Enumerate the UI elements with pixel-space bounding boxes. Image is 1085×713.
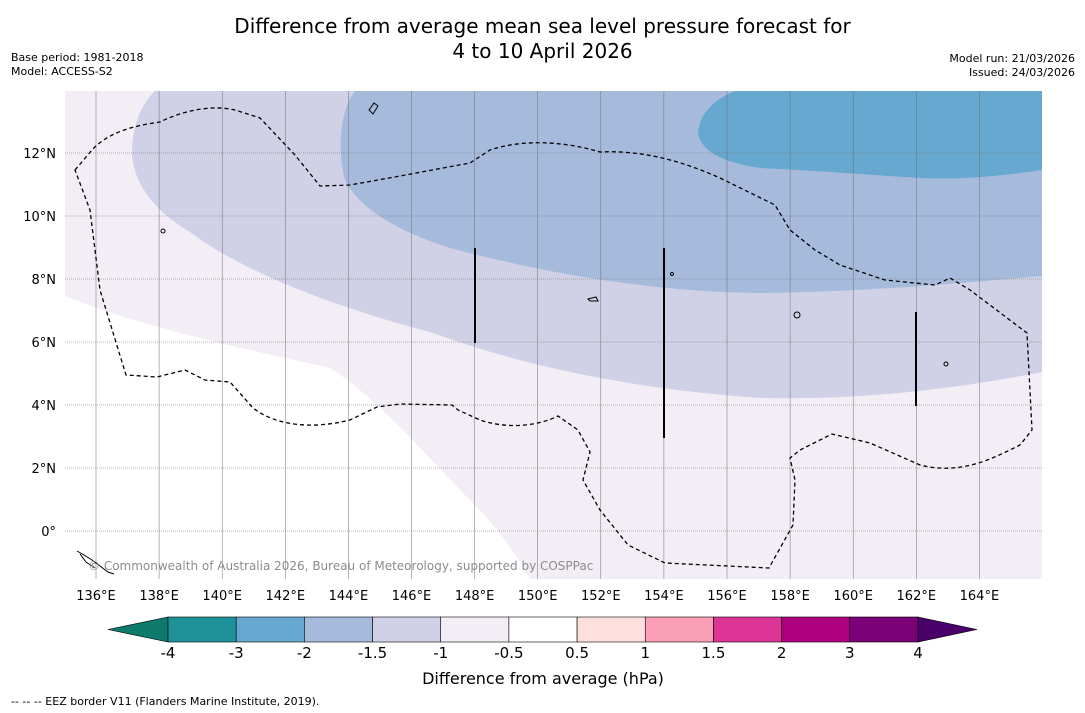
colorbar-tick-label: 1.5 (702, 644, 726, 662)
colorbar-segment (372, 616, 442, 643)
colorbar-segment (781, 616, 851, 643)
lon-tick-label: 138°E (139, 589, 179, 604)
colorbar-segment (167, 616, 237, 643)
lat-tick-label: 12°N (23, 147, 56, 162)
lon-tick-label: 148°E (455, 589, 495, 604)
colorbar-tick-label: 2 (777, 644, 787, 662)
colorbar-extend-high (917, 616, 978, 643)
colorbar-segment (235, 616, 305, 643)
lon-tick-label: 136°E (76, 589, 116, 604)
lat-tick-label: 2°N (32, 462, 57, 477)
model-name: Model: ACCESS-S2 (11, 65, 113, 78)
graticule (65, 91, 1042, 579)
colorbar-segment (508, 616, 578, 643)
colorbar-tick-label: -1.5 (358, 644, 387, 662)
pressure-band-minus-3 (698, 91, 1042, 179)
base-period: Base period: 1981-2018 (11, 51, 144, 64)
title-line-2: 4 to 10 April 2026 (452, 39, 633, 63)
islands (76, 102, 949, 575)
colorbar-title: Difference from average (hPa) (422, 669, 664, 688)
copyright-credit: © Commonwealth of Australia 2026, Bureau… (88, 559, 593, 573)
eez-dividers (474, 248, 917, 438)
colorbar-tick-label: -1 (433, 644, 448, 662)
lat-tick-label: 8°N (32, 273, 57, 288)
lon-tick-label: 160°E (833, 589, 873, 604)
longitude-labels: 136°E 138°E 140°E 142°E 144°E 146°E 148°E 150°E… (76, 589, 999, 604)
eez-border (74, 107, 1033, 569)
latitude-labels: 12°N 10°N 8°N 6°N 4°N 2°N 0° (23, 147, 56, 540)
colorbar-segment (849, 616, 919, 643)
model-info: Base period: 1981-2018 Model: ACCESS-S2 (11, 51, 143, 79)
lon-tick-label: 156°E (707, 589, 747, 604)
colorbar-tick-label: 4 (913, 644, 923, 662)
lon-tick-label: 140°E (202, 589, 242, 604)
run-info: Model run: 21/03/2026 Issued: 24/03/2026 (949, 52, 1075, 80)
colorbar-segment (644, 616, 714, 643)
lon-tick-label: 144°E (329, 589, 369, 604)
colorbar-tick-label: -2 (297, 644, 312, 662)
colorbar-tick-label: 3 (845, 644, 855, 662)
lat-tick-label: 4°N (32, 399, 57, 414)
colorbar-tick-label: -3 (229, 644, 244, 662)
colorbar-segment (440, 616, 510, 643)
colorbar-tick-label: -0.5 (494, 644, 523, 662)
title-line-1: Difference from average mean sea level p… (234, 14, 851, 38)
lon-tick-label: 142°E (266, 589, 306, 604)
colorbar-segment (576, 616, 646, 643)
colorbar-tick-label: -4 (161, 644, 176, 662)
lat-tick-label: 0° (41, 525, 56, 540)
colorbar: -4 -3 -2 -1.5 -1 -0.5 0.5 1 1.5 2 3 4 (107, 616, 978, 662)
issued-date: Issued: 24/03/2026 (968, 66, 1075, 79)
lon-tick-label: 150°E (518, 589, 558, 604)
lon-tick-label: 146°E (392, 589, 432, 604)
lon-tick-label: 152°E (581, 589, 621, 604)
lon-tick-label: 154°E (644, 589, 684, 604)
colorbar-tick-label: 1 (640, 644, 650, 662)
chart-title: Difference from average mean sea level p… (0, 14, 1085, 64)
colorbar-extend-low (107, 616, 169, 643)
lat-tick-label: 6°N (32, 336, 57, 351)
neutral-pressure-region (65, 296, 530, 579)
colorbar-segment (713, 616, 782, 643)
lon-tick-label: 164°E (960, 589, 1000, 604)
lon-tick-label: 162°E (897, 589, 937, 604)
model-run-date: Model run: 21/03/2026 (949, 52, 1075, 65)
lat-tick-label: 10°N (23, 210, 56, 225)
lon-tick-label: 158°E (770, 589, 810, 604)
colorbar-segment (304, 616, 373, 643)
map-panel (65, 91, 1042, 579)
colorbar-tick-label: 0.5 (565, 644, 589, 662)
eez-footnote: -- -- -- EEZ border V11 (Flanders Marine… (11, 695, 320, 708)
